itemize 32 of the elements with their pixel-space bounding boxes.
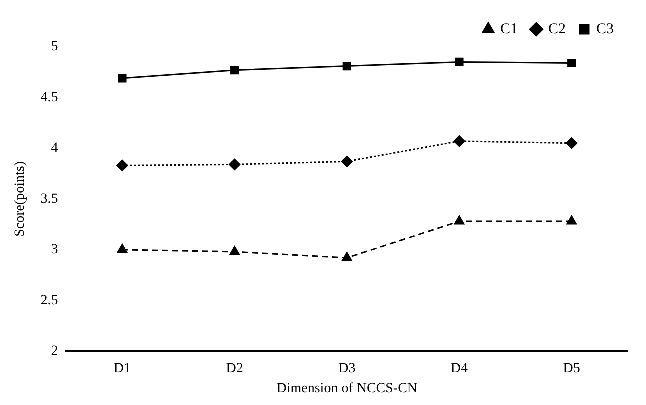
point [116, 160, 128, 172]
x-axis-title: Dimension of NCCS-CN [276, 381, 418, 396]
point [230, 246, 240, 256]
y-tick-label: 3.5 [40, 192, 58, 207]
legend-label: C1 [500, 21, 518, 38]
point [117, 244, 128, 254]
x-tick-label: D4 [450, 361, 468, 376]
point [341, 156, 353, 168]
y-tick-label: 3 [51, 242, 58, 258]
y-tick-label: 5 [51, 40, 58, 55]
point [568, 58, 576, 68]
legend-label: C2 [548, 21, 566, 38]
y-tick-label: 2 [51, 344, 58, 360]
y-axis-title: Score(points) [13, 161, 28, 237]
x-tick-label: D5 [563, 361, 580, 376]
y-tick-label: 2.5 [40, 293, 58, 308]
point [342, 62, 352, 71]
point [454, 216, 465, 225]
y-tick-label: 4.5 [40, 90, 58, 106]
point [455, 58, 464, 67]
point [230, 66, 240, 75]
point [566, 138, 578, 150]
x-tick-label: D1 [114, 361, 132, 376]
x-tick-label: D2 [226, 361, 244, 376]
point [118, 74, 127, 83]
legend-label: C3 [596, 21, 614, 38]
y-tick-label: 4 [51, 141, 58, 156]
point [454, 136, 466, 148]
point [342, 252, 352, 262]
x-tick-label: D3 [338, 361, 356, 376]
point [229, 158, 241, 170]
point [566, 216, 577, 225]
